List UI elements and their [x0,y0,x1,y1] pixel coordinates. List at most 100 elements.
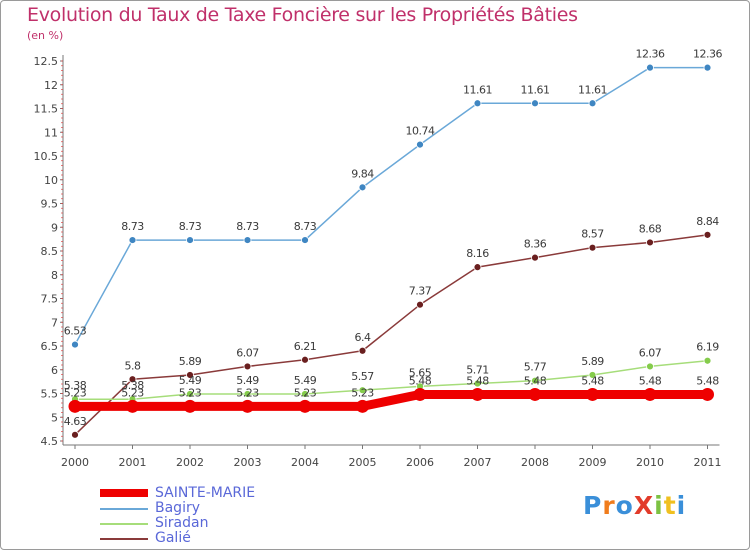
data-point [703,63,712,72]
data-point [71,430,79,439]
data-point [186,371,194,379]
data-label: 6.07 [639,346,662,359]
y-tick-label: 7 [51,316,58,329]
series-line-siradan [74,359,709,400]
data-label: 8.68 [639,222,662,235]
data-point [186,390,194,398]
data-point [243,236,252,244]
data-label: 8.73 [121,220,144,233]
data-label: 11.61 [463,83,492,96]
data-label: 5.38 [64,379,87,392]
data-point [183,399,197,413]
data-point [298,399,312,413]
data-point [68,399,82,413]
data-label: 5.49 [294,374,317,387]
data-point [703,230,712,239]
x-tick-label: 2000 [61,456,89,469]
data-label: 10.74 [406,125,435,138]
x-tick-label: 2001 [119,456,147,469]
data-label: 5.23 [236,386,259,399]
data-point [528,387,542,401]
data-point [358,386,367,395]
y-tick-label: 8.5 [41,245,59,258]
data-point [128,375,137,384]
data-point [531,376,539,385]
data-point [701,387,714,401]
logo-letter: r [602,491,616,520]
y-tick-label: 10 [44,174,58,187]
y-tick-label: 5 [51,411,58,424]
data-label: 6.07 [236,346,259,359]
legend-item-galie: Galié [100,530,300,546]
y-tick-label: 4.5 [41,435,59,448]
data-point [588,371,597,379]
data-label: 5.48 [466,374,489,387]
data-label: 5.49 [179,374,202,387]
logo-letter: P [583,491,603,520]
legend-swatch-bagiry [100,508,148,510]
data-label: 5.49 [236,374,259,387]
data-point [243,390,252,398]
data-point [416,140,424,149]
data-point [588,243,597,252]
data-label: 9.84 [351,167,374,180]
data-point [586,387,599,401]
logo-letter: i [676,491,687,520]
data-label: 5.71 [466,364,489,377]
data-point [301,390,309,398]
data-label: 6.19 [696,341,719,354]
data-point [646,362,654,371]
data-point [128,236,137,244]
data-label: 5.23 [294,386,317,399]
x-tick-label: 2006 [406,456,434,469]
data-label: 5.48 [696,374,719,387]
legend-swatch-galie [100,538,148,540]
series-line-gali- [74,234,709,436]
legend-label: SAINTE-MARIE [155,485,256,501]
y-tick-label: 9 [51,221,58,234]
y-tick-label: 10.5 [34,150,59,163]
data-point [531,99,539,108]
data-point [531,253,539,262]
y-tick-label: 5.5 [41,388,59,401]
data-label: 6.21 [294,340,317,353]
chart-unit-label: (en %) [27,29,64,42]
x-tick-label: 2008 [521,456,549,469]
x-tick-label: 2005 [349,456,377,469]
proxiti-logo: ProXiti [583,491,686,520]
data-label: 5.23 [351,386,374,399]
data-point [643,387,657,401]
x-tick-label: 2010 [636,456,664,469]
data-label: 6.4 [355,331,371,344]
data-label: 8.84 [696,215,719,228]
data-point [473,379,482,388]
data-point [646,238,654,247]
data-point [358,346,367,355]
data-label: 4.63 [64,415,87,428]
data-label: 5.57 [351,370,374,383]
legend-item-siradan: Siradan [100,515,300,531]
data-label: 5.48 [524,374,547,387]
data-label: 8.36 [524,238,547,251]
data-point [358,183,367,192]
data-label: 5.23 [64,386,87,399]
data-point [646,63,654,72]
logo-letter: t [663,491,677,520]
data-label: 5.48 [639,374,662,387]
y-tick-label: 12 [44,79,58,92]
x-tick-label: 2003 [234,456,262,469]
data-point [413,387,427,401]
chart-title: Evolution du Taux de Taxe Foncière sur l… [27,4,578,26]
y-tick-label: 11.5 [34,103,59,116]
x-tick-label: 2007 [464,456,492,469]
y-tick-label: 6 [51,364,58,377]
data-label: 12.36 [636,48,665,61]
legend-swatch-siradan [100,523,148,525]
data-label: 8.57 [581,228,604,241]
data-label: 12.36 [693,48,722,61]
data-label: 5.8 [125,359,141,372]
y-tick-label: 8 [51,269,58,282]
data-label: 5.89 [179,355,202,368]
data-label: 6.53 [64,325,87,338]
